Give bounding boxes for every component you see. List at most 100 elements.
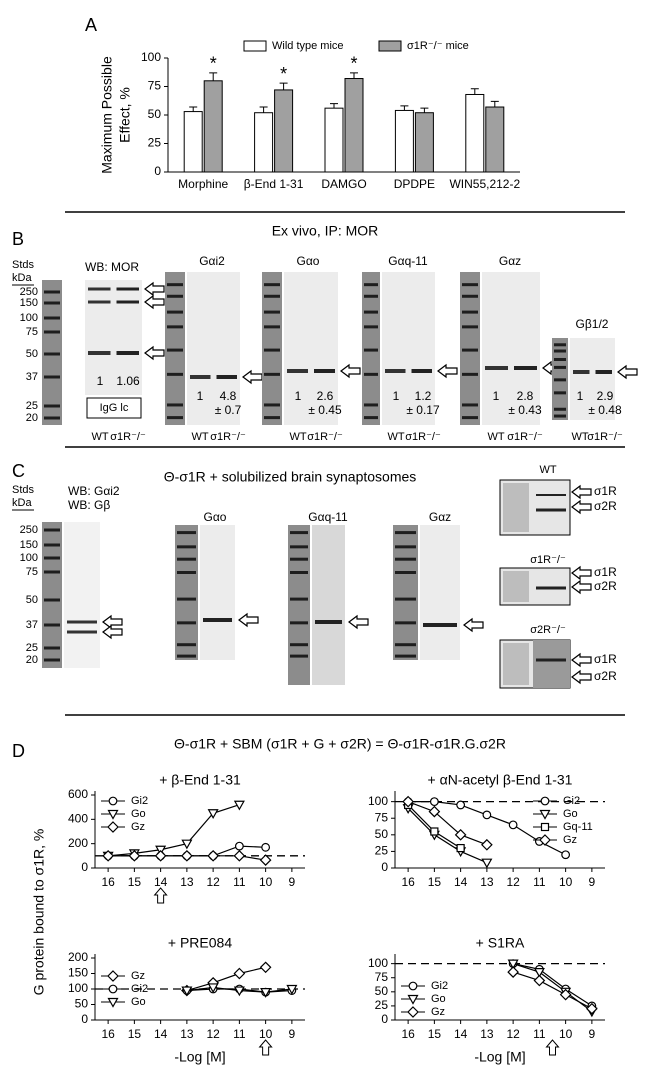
y-tick-label: 75 — [375, 970, 389, 984]
x-tick-label: 13 — [480, 1027, 494, 1041]
marker-label: 250 — [20, 286, 38, 298]
ladder-band — [44, 598, 60, 602]
y-tick-label: 0 — [81, 860, 88, 874]
legend-label: Gq-11 — [563, 821, 593, 833]
ladder-band — [167, 325, 183, 329]
blot-band — [314, 369, 335, 373]
ladder-band — [364, 372, 378, 376]
point — [261, 842, 271, 852]
x-tick-label: 10 — [559, 1027, 573, 1041]
blot-band — [536, 508, 566, 512]
y-tick-label: 150 — [68, 966, 88, 980]
point — [233, 800, 245, 811]
ladder — [460, 272, 480, 425]
legend-swatch — [378, 40, 402, 52]
blot-band — [385, 369, 406, 373]
ladder-band — [264, 416, 280, 420]
y-tick-label: 200 — [68, 836, 88, 850]
ratio: 1 — [197, 389, 204, 403]
panel-letter: D — [12, 741, 25, 761]
point — [539, 834, 551, 846]
lane-label: σ1R⁻/⁻ — [210, 431, 246, 443]
band-arrow — [238, 612, 259, 628]
point — [540, 796, 550, 806]
marker-label: 37 — [26, 619, 38, 631]
band-label: σ1R — [594, 565, 617, 579]
ladder-band — [290, 557, 308, 561]
marker-label: 25 — [26, 642, 38, 654]
bar — [485, 106, 505, 173]
marker-label: 75 — [26, 566, 38, 578]
y-axis-label: G protein bound to σ1R, % — [31, 829, 47, 996]
ladder-band — [167, 294, 183, 298]
x-tick-label: 16 — [401, 1027, 415, 1041]
point — [207, 983, 219, 994]
legend-label: Gz — [131, 821, 145, 833]
blot-band — [485, 366, 508, 370]
ladder-band — [554, 378, 566, 382]
ratio-error: ± 0.17 — [406, 403, 440, 417]
band-arrow — [102, 624, 123, 640]
ladder-band — [462, 325, 478, 329]
x-tick-label: 12 — [206, 875, 220, 889]
ladder-band — [290, 597, 308, 601]
y-tick-label: 50 — [375, 984, 389, 998]
ladder-band — [395, 557, 416, 561]
blot-label: Gαo — [204, 510, 227, 524]
ladder-band — [167, 416, 183, 420]
chart-title: + αN-acetyl β-End 1-31 — [428, 772, 573, 788]
x-tick-label: 9 — [289, 1027, 296, 1041]
error-bar — [209, 72, 218, 81]
y-tick-label: 0 — [381, 860, 388, 874]
y-tick-label: 200 — [68, 950, 88, 964]
x-tick-label: 14 — [454, 875, 468, 889]
lane-label: WT — [487, 431, 504, 443]
band-label: σ1R — [594, 652, 617, 666]
blot-band — [88, 300, 111, 304]
panel-letter: A — [85, 15, 97, 35]
ladder-band — [44, 556, 60, 560]
band-arrow — [144, 345, 165, 361]
y-tick-label: 25 — [375, 844, 389, 858]
blot-band — [88, 287, 111, 291]
stds-label: Stds — [12, 259, 35, 271]
stds-label: Stds — [12, 484, 35, 496]
lane-label: WT — [571, 431, 588, 443]
ladder-band — [264, 310, 280, 314]
band-arrow — [571, 499, 592, 515]
legend-label: σ1R⁻/⁻ mice — [407, 40, 469, 52]
point — [454, 828, 467, 841]
point — [181, 986, 193, 997]
band-arrow — [144, 281, 165, 297]
x-tick-label: β-End 1-31 — [244, 177, 304, 191]
y-tick-label: 100 — [368, 794, 388, 808]
x-tick-label: 15 — [428, 1027, 442, 1041]
legend-label: Go — [131, 996, 146, 1008]
band-arrow — [571, 579, 592, 595]
marker-label: 37 — [26, 371, 38, 383]
y-tick-label: 0 — [81, 1012, 88, 1026]
ladder-band — [177, 621, 196, 625]
y-tick-label: 50 — [75, 997, 89, 1011]
blot-label: Gαz — [429, 510, 451, 524]
marker-label: 25 — [26, 400, 38, 412]
panel-letter: C — [12, 461, 25, 481]
band-arrow — [348, 614, 369, 630]
error-bar — [330, 103, 338, 109]
concentration-arrow — [153, 887, 168, 904]
panel-title: Θ-σ1R + SBM (σ1R + G + σ2R) = Θ-σ1R-σ1R.… — [174, 736, 506, 752]
point — [507, 959, 519, 970]
point — [107, 970, 119, 982]
ladder-band — [264, 294, 280, 298]
error-bar — [189, 106, 198, 112]
point — [234, 841, 244, 851]
error-bar — [400, 105, 409, 111]
band-arrow — [617, 364, 638, 380]
blot — [312, 525, 345, 685]
ratio: 1 — [577, 389, 584, 403]
legend-label: Gz — [431, 1006, 445, 1018]
y-tick-label: 100 — [68, 981, 88, 995]
blot-label: Gαq-11 — [308, 510, 348, 524]
kda-label: kDa — [12, 272, 32, 284]
lane-label: WT — [91, 431, 108, 443]
